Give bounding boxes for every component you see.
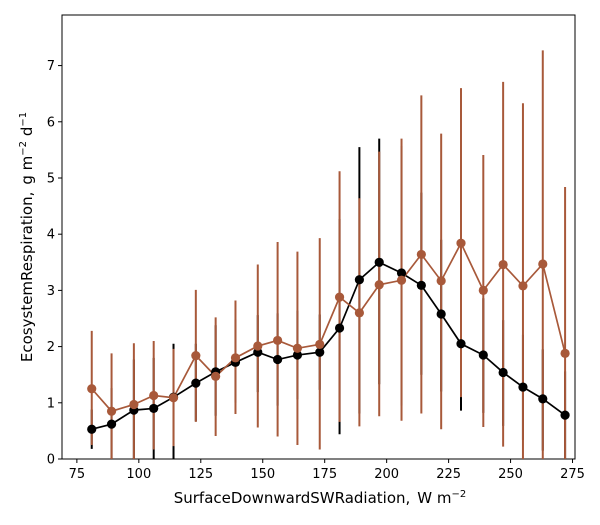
x-tick-label: 175 [312, 467, 337, 482]
y-tick-label: 4 [47, 228, 55, 243]
point-s2-1 [87, 384, 97, 394]
point-s1-6 [191, 378, 201, 388]
point-s1-2 [106, 419, 117, 429]
x-tick-label: 150 [250, 467, 275, 482]
y-tick-label: 7 [47, 59, 55, 74]
point-s2-6 [191, 350, 201, 361]
point-s2-18 [436, 276, 446, 286]
y-axis-unit-exp2: −1 [18, 112, 29, 127]
x-tick-label: 75 [69, 467, 86, 482]
point-s2-24 [560, 348, 570, 358]
y-axis-unit-g: g m [18, 156, 36, 185]
y-axis-ticks: 0 1 2 3 4 5 6 7 [47, 59, 62, 468]
point-s1-19 [456, 339, 466, 349]
x-tick-label: 225 [436, 467, 461, 482]
point-s2-23 [538, 259, 548, 269]
y-axis-label: EcosystemRespiration, g m−2 d−1 [18, 112, 36, 362]
x-tick-label: 200 [374, 467, 399, 482]
point-s2-13 [334, 292, 345, 302]
point-s2-9 [253, 341, 263, 351]
point-s1-22 [518, 382, 528, 392]
x-axis-ticks: 75 100 125 150 175 200 225 250 275 [69, 459, 585, 482]
series-lines [91, 241, 566, 431]
point-s2-12 [315, 339, 325, 349]
point-s2-11 [292, 343, 303, 353]
point-s2-21 [498, 259, 508, 270]
point-s1-16 [396, 268, 407, 278]
x-tick-label: 125 [188, 467, 213, 482]
point-s2-2 [106, 406, 117, 416]
series-line-1 [91, 261, 566, 431]
point-s1-14 [354, 275, 364, 285]
point-s1-18 [436, 309, 446, 319]
y-axis-label-name: EcosystemRespiration, [18, 192, 36, 362]
point-s1-15 [374, 257, 384, 267]
point-s2-7 [211, 371, 221, 381]
point-s2-5 [168, 393, 179, 403]
point-s2-17 [416, 249, 426, 260]
point-s2-16 [396, 275, 407, 285]
point-s2-10 [273, 335, 283, 346]
x-axis-label-name: SurfaceDownwardSWRadiation, [174, 489, 411, 507]
point-s1-17 [416, 280, 426, 290]
x-tick-label: 250 [498, 467, 523, 482]
y-tick-label: 1 [47, 396, 55, 411]
point-s2-4 [149, 390, 159, 401]
point-s1-20 [478, 350, 488, 360]
plot-frame [61, 14, 576, 460]
x-axis-unit: W m [417, 489, 451, 507]
point-s2-22 [518, 281, 528, 291]
point-s2-20 [478, 285, 488, 295]
data-points [87, 238, 570, 434]
y-tick-label: 5 [47, 171, 55, 186]
x-axis-label: SurfaceDownwardSWRadiation, W m−2 [174, 489, 467, 507]
x-axis-unit-exp: −2 [452, 489, 467, 500]
y-axis-unit-d: d [18, 127, 36, 141]
point-s2-15 [374, 280, 384, 290]
point-s1-23 [538, 394, 548, 404]
point-s2-8 [230, 353, 241, 363]
point-s1-4 [149, 403, 159, 414]
y-axis-unit-exp1: −2 [18, 141, 29, 156]
point-s1-21 [498, 367, 508, 378]
x-tick-label: 275 [560, 467, 585, 482]
point-s1-11 [292, 350, 303, 360]
point-s2-14 [354, 308, 364, 318]
series-line-2 [91, 241, 566, 413]
point-s1-12 [315, 347, 325, 357]
error-bars [90, 50, 567, 459]
y-tick-label: 3 [47, 284, 55, 299]
point-s1-10 [273, 354, 283, 365]
y-tick-label: 2 [47, 340, 55, 355]
point-s2-19 [456, 238, 466, 248]
point-s1-24 [560, 410, 570, 420]
x-tick-label: 100 [126, 467, 151, 482]
point-s2-3 [129, 399, 139, 410]
point-s1-13 [334, 323, 345, 333]
y-tick-label: 0 [47, 453, 55, 468]
y-tick-label: 6 [47, 115, 55, 130]
point-s1-1 [87, 424, 97, 434]
